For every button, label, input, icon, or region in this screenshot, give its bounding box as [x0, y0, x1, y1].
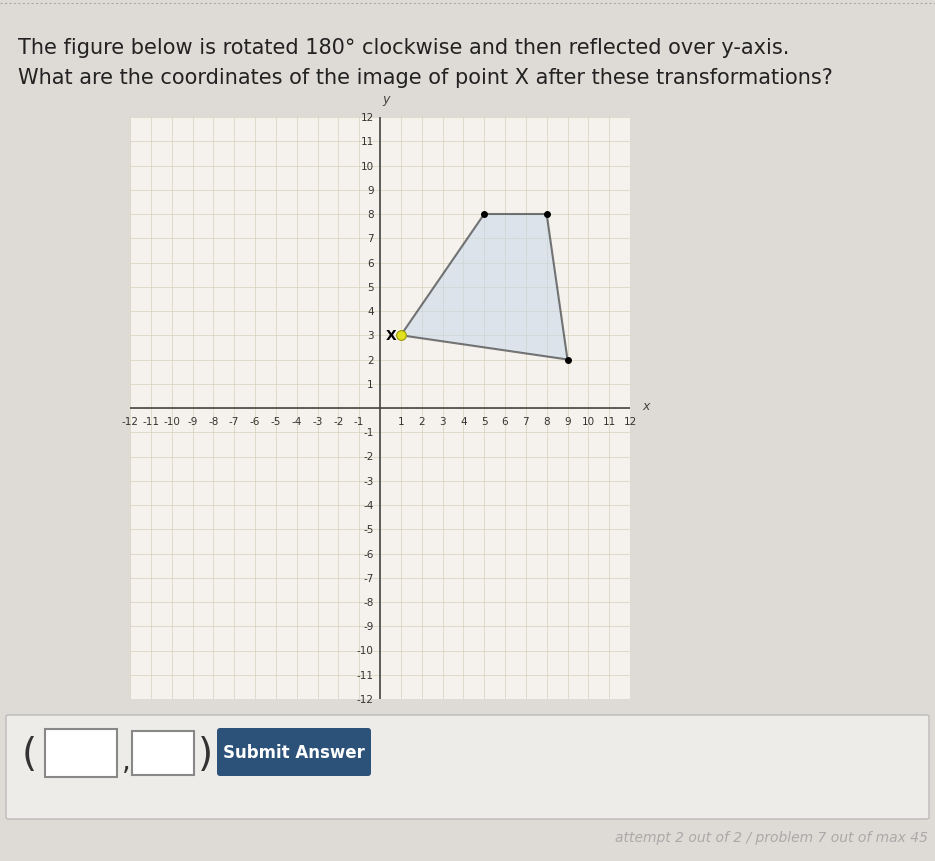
Text: 2: 2: [367, 355, 374, 365]
Polygon shape: [401, 214, 568, 360]
Text: -8: -8: [209, 417, 219, 427]
Text: 6: 6: [502, 417, 509, 427]
Text: -11: -11: [142, 417, 159, 427]
Text: attempt 2 out of 2 / problem 7 out of max 45: attempt 2 out of 2 / problem 7 out of ma…: [615, 830, 928, 844]
Text: X: X: [386, 329, 396, 343]
Text: x: x: [642, 400, 650, 412]
Text: 4: 4: [367, 307, 374, 317]
Text: 7: 7: [367, 234, 374, 244]
Text: (: (: [22, 735, 37, 773]
Text: -4: -4: [364, 500, 374, 511]
Text: y: y: [382, 93, 390, 106]
Text: 11: 11: [361, 137, 374, 147]
Text: ): ): [198, 735, 213, 773]
FancyBboxPatch shape: [217, 728, 371, 776]
Text: -12: -12: [122, 417, 138, 427]
Text: 4: 4: [460, 417, 467, 427]
FancyBboxPatch shape: [132, 731, 194, 775]
Text: 6: 6: [367, 258, 374, 268]
Text: 5: 5: [367, 282, 374, 293]
Text: -12: -12: [357, 694, 374, 704]
Text: -3: -3: [364, 476, 374, 486]
Text: 5: 5: [481, 417, 487, 427]
Text: -3: -3: [312, 417, 323, 427]
Text: -1: -1: [364, 428, 374, 437]
Text: 7: 7: [523, 417, 529, 427]
Text: -10: -10: [164, 417, 180, 427]
Text: -7: -7: [364, 573, 374, 583]
Text: -11: -11: [357, 670, 374, 680]
Text: 8: 8: [543, 417, 550, 427]
Text: What are the coordinates of the image of point X after these transformations?: What are the coordinates of the image of…: [18, 68, 833, 88]
Text: -8: -8: [364, 598, 374, 607]
Text: 10: 10: [361, 161, 374, 171]
FancyBboxPatch shape: [45, 729, 117, 777]
Text: 9: 9: [564, 417, 570, 427]
Text: -5: -5: [270, 417, 281, 427]
Text: 3: 3: [367, 331, 374, 341]
Text: -10: -10: [357, 646, 374, 656]
Text: 3: 3: [439, 417, 446, 427]
Text: 1: 1: [397, 417, 404, 427]
Text: -7: -7: [229, 417, 239, 427]
Text: -9: -9: [187, 417, 197, 427]
Text: -1: -1: [354, 417, 365, 427]
Text: 10: 10: [582, 417, 595, 427]
Text: Submit Answer: Submit Answer: [223, 743, 365, 761]
Text: 11: 11: [602, 417, 616, 427]
Text: -5: -5: [364, 524, 374, 535]
Text: ,: ,: [122, 747, 131, 775]
Text: The figure below is rotated 180° clockwise and then reflected over y-axis.: The figure below is rotated 180° clockwi…: [18, 38, 789, 58]
Text: -4: -4: [292, 417, 302, 427]
Text: -6: -6: [364, 548, 374, 559]
Text: 1: 1: [367, 380, 374, 389]
FancyBboxPatch shape: [6, 715, 929, 819]
Text: -6: -6: [250, 417, 260, 427]
Text: -9: -9: [364, 622, 374, 631]
Text: 9: 9: [367, 185, 374, 195]
Text: 2: 2: [418, 417, 425, 427]
Text: -2: -2: [364, 452, 374, 462]
Text: 12: 12: [361, 113, 374, 123]
Text: -2: -2: [333, 417, 343, 427]
Text: 8: 8: [367, 210, 374, 220]
Text: 12: 12: [624, 417, 637, 427]
